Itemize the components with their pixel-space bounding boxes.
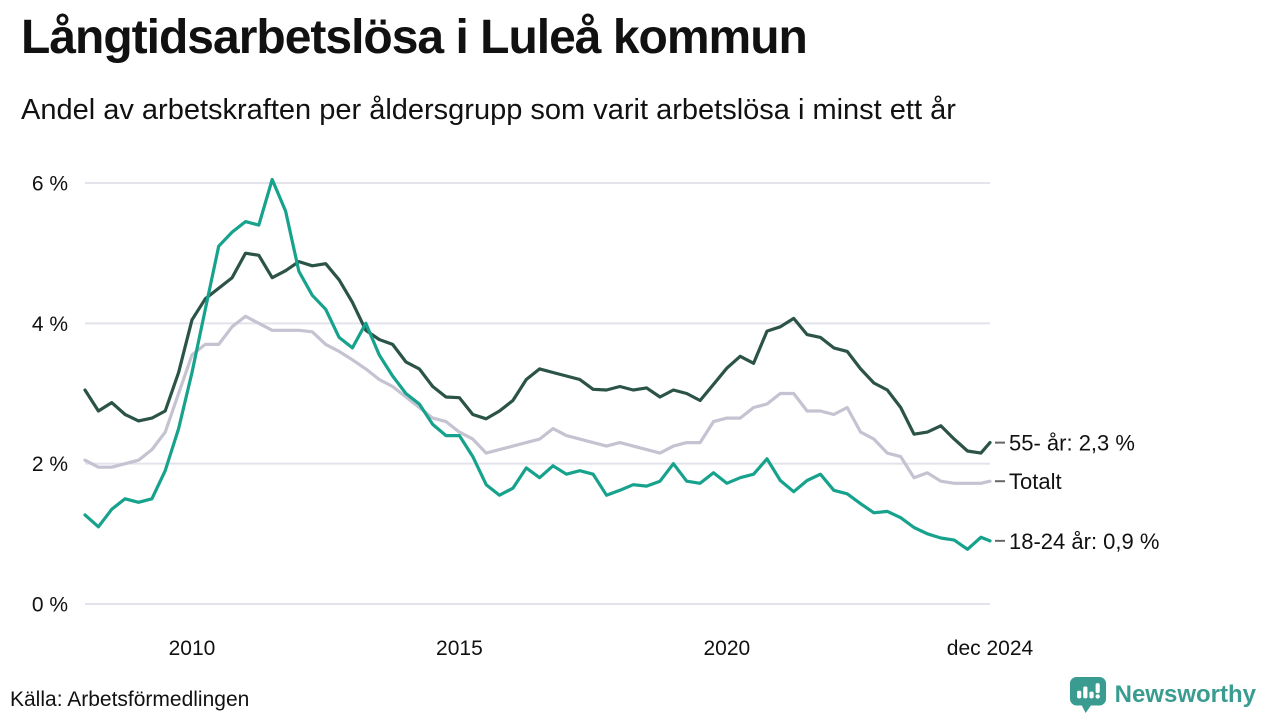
logo-exclamation-icon (1095, 683, 1100, 694)
x-tick-label: 2020 (703, 637, 750, 660)
y-tick-label: 2 % (32, 453, 68, 476)
series-end-label-55: 55- år: 2,3 % (1009, 431, 1135, 456)
y-tick-label: 0 % (32, 594, 68, 617)
series-end-label-18-24: 18-24 år: 0,9 % (1009, 529, 1159, 554)
series-line-totalt (83, 314, 992, 485)
x-tick-label: 2010 (169, 637, 216, 660)
x-tick-label: 2015 (436, 637, 483, 660)
y-tick-label: 4 % (32, 313, 68, 336)
newsworthy-logo[interactable]: Newsworthy (1069, 676, 1256, 714)
logo-bar-icon (1089, 691, 1094, 699)
logo-exclamation-dot-icon (1095, 694, 1100, 699)
source-text: Källa: Arbetsförmedlingen (10, 688, 250, 711)
x-tick-label: dec 2024 (947, 637, 1034, 660)
newsworthy-logo-icon (1069, 676, 1106, 714)
series-end-label-totalt: Totalt (1009, 469, 1062, 494)
logo-bar-icon (1082, 686, 1088, 699)
logo-bar-icon (1076, 690, 1081, 699)
page-subtitle: Andel av arbetskraften per åldersgrupp s… (21, 94, 956, 126)
series-line-55 (83, 251, 992, 455)
y-tick-label: 6 % (32, 173, 68, 196)
page-title: Långtidsarbetslösa i Luleå kommun (21, 11, 808, 64)
series-line-18-24 (83, 177, 992, 551)
newsworthy-brand-text: Newsworthy (1114, 681, 1256, 708)
